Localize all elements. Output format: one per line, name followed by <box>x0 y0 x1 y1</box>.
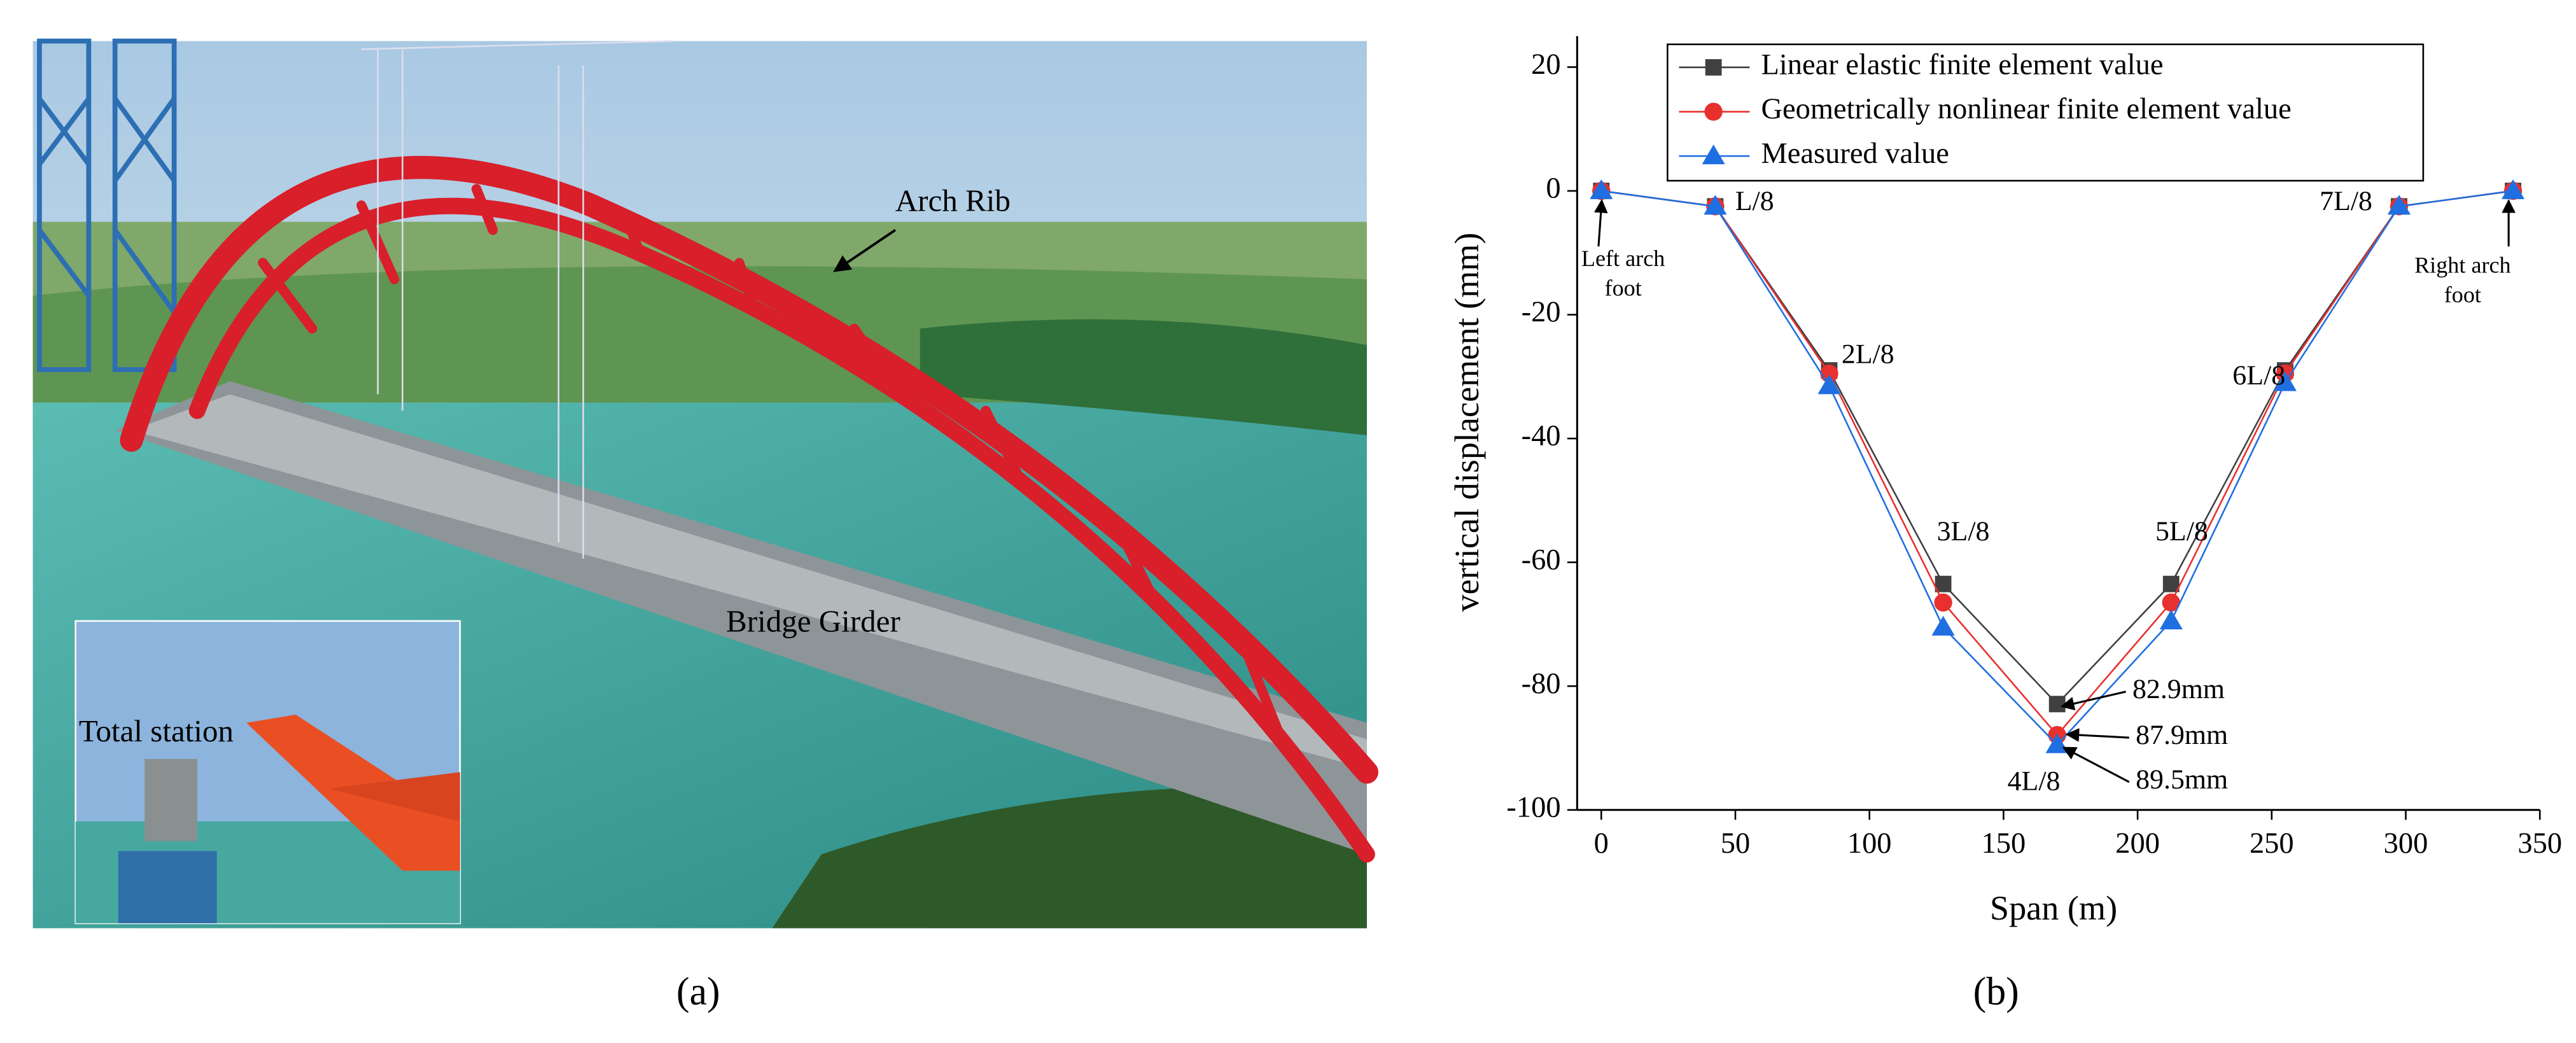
data-point <box>2501 179 2525 199</box>
arrow <box>1593 199 1608 247</box>
arrow <box>2062 746 2130 783</box>
x-tick-label: 150 <box>1982 827 2026 860</box>
annotation: 89.5mm <box>2136 764 2228 795</box>
data-point <box>2273 371 2297 391</box>
y-tick-label: -20 <box>1522 296 1561 328</box>
series-line <box>1601 190 2514 746</box>
annotation: Right arch foot <box>2414 255 2511 309</box>
point-label: 4L/8 <box>2008 766 2061 797</box>
data-point <box>1935 575 1952 592</box>
arrow <box>2060 690 2126 711</box>
legend-label: Linear elastic finite element value <box>1761 49 2164 81</box>
arrow <box>2065 728 2129 742</box>
legend-label: Measured value <box>1761 137 1949 170</box>
data-point <box>2162 593 2180 612</box>
y-tick-label: -40 <box>1522 420 1561 452</box>
x-tick-label: 100 <box>1847 827 1892 860</box>
data-point <box>2387 195 2411 215</box>
data-point <box>1931 615 1955 636</box>
data-point <box>1817 374 1841 395</box>
data-point <box>1704 195 1727 215</box>
y-axis-label: vertical displacement (mm) <box>1448 232 1486 612</box>
x-tick-label: 250 <box>2250 827 2294 860</box>
data-point <box>1590 179 1613 199</box>
y-tick-label: 20 <box>1531 48 1560 81</box>
annotation: Left arch foot <box>1581 248 1665 303</box>
x-tick-label: 350 <box>2517 827 2562 860</box>
point-label: 7L/8 <box>2320 186 2372 216</box>
data-point <box>2159 609 2183 629</box>
y-tick-label: -100 <box>1506 791 1560 823</box>
data-point <box>2048 696 2066 713</box>
photo-label: Bridge Girder <box>726 603 900 638</box>
point-label: 5L/8 <box>2155 516 2208 547</box>
legend-marker <box>1702 144 1725 165</box>
point-label: 2L/8 <box>1842 339 1894 369</box>
x-tick-label: 200 <box>2115 827 2160 860</box>
data-point <box>1934 593 1952 612</box>
photo-label: Total station <box>79 713 234 748</box>
series-line <box>1601 190 2514 737</box>
photo-label: Arch Rib <box>895 183 1011 218</box>
legend-label: Geometrically nonlinear finite element v… <box>1761 93 2292 125</box>
y-tick-label: -80 <box>1522 668 1561 700</box>
x-tick-label: 0 <box>1594 827 1609 860</box>
caption: (a) <box>676 970 720 1014</box>
legend-box <box>1667 43 2425 182</box>
point-label: 3L/8 <box>1937 516 1990 547</box>
caption: (b) <box>1973 970 2019 1014</box>
point-label: L/8 <box>1735 186 1774 216</box>
x-axis-label: Span (m) <box>1990 889 2117 927</box>
x-tick-label: 300 <box>2384 827 2428 860</box>
y-tick-label: -60 <box>1522 543 1561 576</box>
annotation: 87.9mm <box>2136 720 2228 750</box>
x-tick-label: 50 <box>1721 827 1750 860</box>
arrow <box>833 228 897 272</box>
y-tick-label: 0 <box>1546 172 1560 205</box>
point-label: 6L/8 <box>2232 360 2285 391</box>
annotation: 82.9mm <box>2132 674 2225 704</box>
series-line <box>1601 190 2514 706</box>
data-point <box>2162 575 2180 592</box>
legend-marker <box>1704 102 1723 121</box>
legend-marker <box>1705 59 1722 76</box>
photo <box>32 38 1378 928</box>
